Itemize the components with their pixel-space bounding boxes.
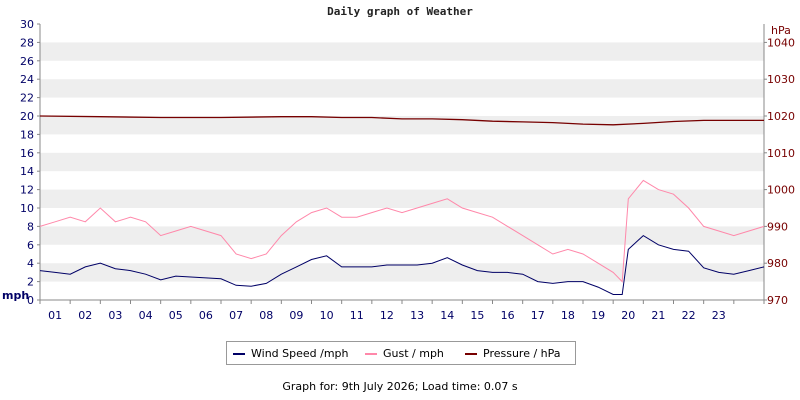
legend-item-wind-speed: Wind Speed /mph <box>233 347 349 360</box>
right-tick-label: 1000 <box>767 184 795 197</box>
x-tick-label: 13 <box>410 309 424 322</box>
left-tick-label: 28 <box>20 36 34 49</box>
x-tick-label: 09 <box>289 309 303 322</box>
grid-band <box>40 116 764 135</box>
x-tick-label: 01 <box>48 309 62 322</box>
axes <box>37 23 767 304</box>
left-tick-label: 16 <box>20 147 34 160</box>
x-tick-label: 22 <box>682 309 696 322</box>
legend-swatch-pressure <box>465 353 477 355</box>
series-line-pressure-hpa <box>39 115 764 126</box>
x-tick-label: 08 <box>259 309 273 322</box>
left-axis-unit: mph <box>2 289 29 302</box>
series-line-wind-speed-mph <box>39 234 765 295</box>
grid-band <box>40 79 764 98</box>
grid-band <box>40 226 764 245</box>
legend: Wind Speed /mph Gust / mph Pressure / hP… <box>226 341 576 365</box>
x-tick-label: 19 <box>591 309 605 322</box>
legend-label-wind-speed: Wind Speed /mph <box>251 347 349 360</box>
left-tick-label: 2 <box>27 276 34 289</box>
left-tick-label: 6 <box>27 239 34 252</box>
left-tick-label: 0 <box>27 294 34 307</box>
series-line-gust-mph <box>39 179 765 283</box>
footer-status: Graph for: 9th July 2026; Load time: 0.0… <box>282 380 518 393</box>
grid-band <box>40 152 764 172</box>
x-tick-label: 18 <box>561 309 575 322</box>
x-tick-label: 05 <box>169 309 183 322</box>
x-tick-label: 21 <box>651 309 665 322</box>
right-tick-label: 1040 <box>767 36 795 49</box>
x-tick-label: 15 <box>470 309 484 322</box>
x-tick-label: 06 <box>199 309 213 322</box>
x-tick-label: 02 <box>78 309 92 322</box>
chart-title: Daily graph of Weather <box>327 5 473 18</box>
grid-band <box>40 263 764 282</box>
left-tick-label: 24 <box>20 73 34 86</box>
x-tick-label: 23 <box>712 309 726 322</box>
left-tick-label: 18 <box>20 128 34 141</box>
left-tick-label: 22 <box>20 92 34 105</box>
left-tick-label: 12 <box>20 184 34 197</box>
right-tick-label: 1020 <box>767 110 795 123</box>
left-tick-label: 4 <box>27 257 34 270</box>
legend-item-pressure: Pressure / hPa <box>465 347 561 360</box>
left-tick-label: 30 <box>20 18 34 31</box>
right-axis-unit: hPa <box>771 24 791 37</box>
x-tick-label: 20 <box>621 309 635 322</box>
right-tick-label: 1010 <box>767 147 795 160</box>
x-tick-label: 12 <box>380 309 394 322</box>
left-tick-label: 14 <box>20 165 34 178</box>
x-tick-label: 10 <box>320 309 334 322</box>
right-tick-label: 990 <box>767 220 788 233</box>
left-tick-label: 26 <box>20 55 34 68</box>
x-tick-label: 16 <box>501 309 515 322</box>
legend-item-gust: Gust / mph <box>365 347 444 360</box>
grid-band <box>40 189 764 208</box>
x-tick-label: 07 <box>229 309 243 322</box>
left-tick-label: 20 <box>20 110 34 123</box>
right-tick-label: 980 <box>767 257 788 270</box>
x-tick-label: 17 <box>531 309 545 322</box>
legend-swatch-wind-speed <box>233 353 245 355</box>
right-tick-label: 1030 <box>767 73 795 86</box>
left-tick-label: 8 <box>27 220 34 233</box>
axis-labels: 0246810121416182022242628309709809901000… <box>2 18 795 322</box>
legend-swatch-gust <box>365 353 377 355</box>
left-tick-label: 10 <box>20 202 34 215</box>
legend-label-pressure: Pressure / hPa <box>483 347 561 360</box>
x-tick-label: 04 <box>139 309 153 322</box>
grid-bands <box>40 42 764 282</box>
series-layer <box>39 115 765 295</box>
legend-label-gust: Gust / mph <box>383 347 444 360</box>
grid-band <box>40 42 764 61</box>
x-tick-label: 03 <box>108 309 122 322</box>
x-tick-label: 11 <box>350 309 364 322</box>
right-tick-label: 970 <box>767 294 788 307</box>
x-tick-label: 14 <box>440 309 454 322</box>
